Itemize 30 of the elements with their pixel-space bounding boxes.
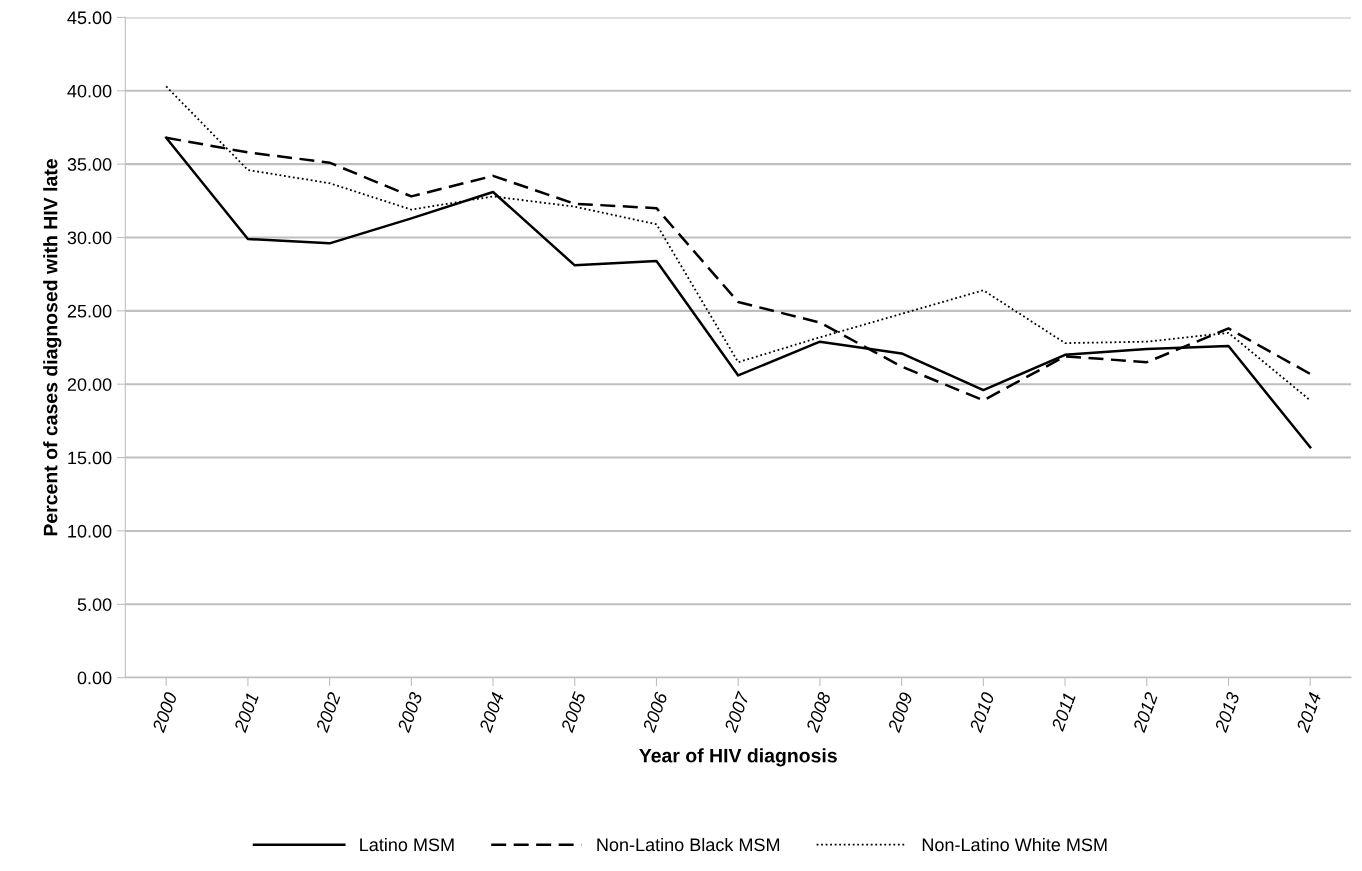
x-tick-label: 2001 — [233, 692, 259, 734]
y-axis-title: Percent of cases diagnosed with HIV late — [43, 159, 62, 536]
x-tick-label: 2006 — [642, 690, 668, 734]
x-axis-title: Year of HIV diagnosis — [639, 748, 837, 767]
x-tick-label: 2014 — [1295, 691, 1322, 734]
x-tick-label: 2010 — [969, 691, 995, 734]
x-tick-label: 2007 — [723, 690, 750, 734]
y-tick-label: 30.00 — [67, 231, 112, 245]
y-tick-label: 35.00 — [67, 158, 112, 171]
x-tick-label: 2012 — [1132, 691, 1159, 734]
x-tick-label: 2004 — [478, 691, 505, 734]
y-tick-label: 25.00 — [67, 304, 112, 318]
y-tick-label: 20.00 — [67, 378, 112, 391]
x-tick-label: 2009 — [887, 691, 913, 734]
x-tick-label: 2008 — [805, 691, 832, 734]
x-tick-label: 2005 — [560, 690, 587, 734]
x-tick-label: 2003 — [396, 691, 423, 734]
x-tick-label: 2002 — [315, 691, 341, 734]
y-tick-label: 10.00 — [68, 524, 112, 538]
x-tick-label: 2013 — [1214, 691, 1240, 734]
legend-label: Latino MSM — [360, 837, 454, 852]
y-tick-label: 5.00 — [77, 598, 112, 611]
y-tick-label: 15.00 — [68, 451, 112, 465]
legend-label: Non-Latino Black MSM — [597, 837, 780, 852]
y-tick-label: 40.00 — [67, 84, 112, 98]
x-tick-label: 2000 — [151, 691, 178, 734]
y-tick-label: 0.00 — [77, 671, 112, 685]
y-tick-label: 45.00 — [67, 11, 112, 25]
legend-label: Non-Latino White MSM — [922, 837, 1107, 852]
x-tick-label: 2011 — [1050, 692, 1076, 732]
